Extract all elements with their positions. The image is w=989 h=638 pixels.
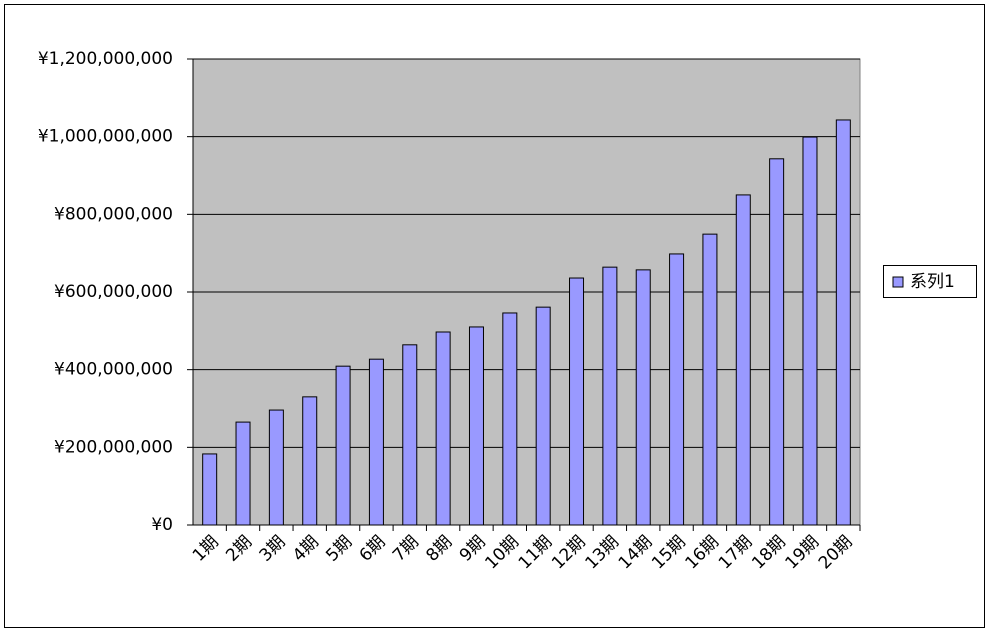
bar	[268, 409, 284, 526]
bar	[735, 194, 751, 526]
bar	[802, 136, 818, 526]
bar	[769, 158, 785, 526]
bar	[569, 277, 585, 526]
bar	[302, 396, 318, 526]
legend-label: 系列1	[910, 272, 955, 292]
y-tick-label: ¥1,000,000,000	[38, 127, 173, 147]
bar	[835, 119, 851, 526]
bar	[602, 266, 618, 526]
y-tick-label: ¥0	[151, 515, 173, 535]
legend-swatch	[892, 276, 904, 288]
bar	[368, 358, 384, 526]
bar	[202, 453, 218, 526]
bar	[702, 233, 718, 526]
y-tick-label: ¥400,000,000	[54, 360, 173, 380]
y-tick-label: ¥200,000,000	[54, 437, 173, 457]
bar	[669, 253, 685, 526]
y-tick-label: ¥800,000,000	[54, 204, 173, 224]
bar	[635, 269, 651, 526]
y-tick-label: ¥1,200,000,000	[38, 49, 173, 69]
bar	[335, 365, 351, 526]
y-tick-label: ¥600,000,000	[54, 282, 173, 302]
bar	[468, 326, 484, 526]
bar	[535, 306, 551, 526]
bar	[235, 421, 251, 526]
bar	[502, 312, 518, 526]
bar	[435, 331, 451, 526]
bar	[402, 344, 418, 526]
